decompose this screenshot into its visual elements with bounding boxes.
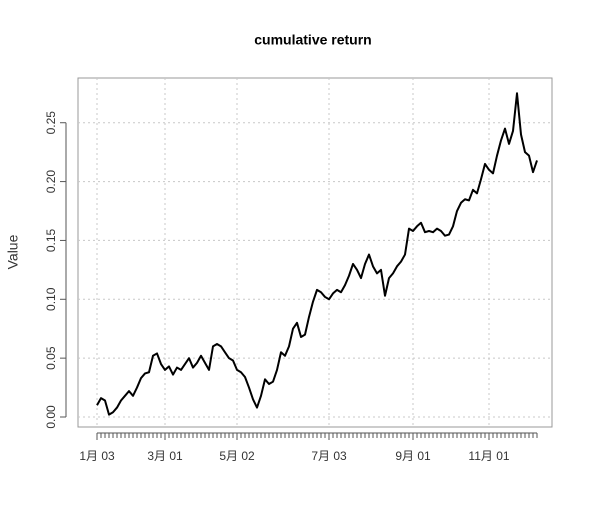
y-tick-label: 0.20 [44,170,58,194]
x-tick-label: 1月 03 [79,449,115,463]
chart-title: cumulative return [254,32,371,48]
y-tick-label: 0.25 [44,111,58,135]
data-line [96,92,538,416]
x-tick-label: 5月 02 [219,449,255,463]
x-tick-label: 7月 03 [311,449,347,463]
y-axis-label: Value [5,234,21,269]
x-tick-label: 9月 01 [395,449,431,463]
x-tick-label: 3月 01 [147,449,183,463]
y-tick-label: 0.05 [44,346,58,370]
x-tick-label: 11月 01 [468,449,509,463]
plot-box [77,77,553,428]
y-tick-label: 0.10 [44,287,58,311]
y-tick-label: 0.15 [44,228,58,252]
y-tick-label: 0.00 [44,405,58,429]
